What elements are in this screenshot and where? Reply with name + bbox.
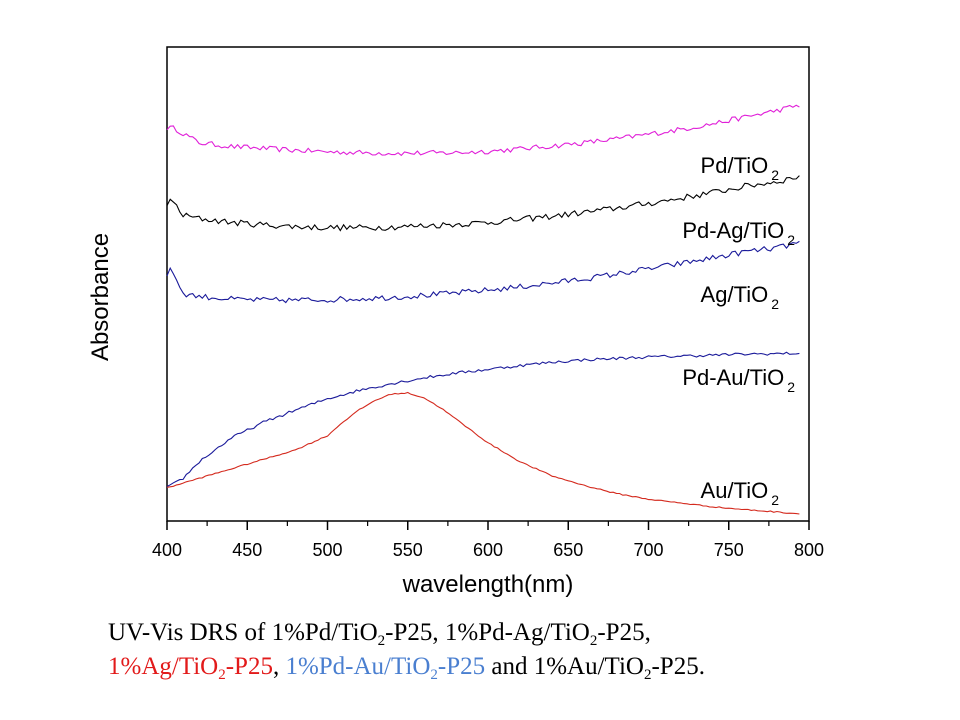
- x-axis-tick-labels: 400 450 500 550 600 650 700 750 800: [152, 540, 824, 560]
- caption-text: -P25.: [651, 653, 705, 680]
- x-tick-label: 550: [393, 540, 423, 560]
- x-tick-label: 750: [714, 540, 744, 560]
- caption-text-ag: 1%Ag/TiO2-P25: [108, 653, 273, 683]
- caption-text: 1%Ag/TiO: [108, 653, 219, 680]
- uv-vis-chart: 400 450 500 550 600 650 700 750 800 Pd/TiO 2 Pd-Ag…: [87, 46, 824, 598]
- caption-subscript: 2: [377, 633, 386, 649]
- caption-text: and 1%Au/TiO: [485, 653, 644, 680]
- caption-text: ,: [272, 653, 286, 680]
- x-tick-label: 450: [232, 540, 262, 560]
- series-label-pd-au-tio2: Pd-Au/TiO 2: [682, 365, 795, 395]
- caption-text: 1%Pd-Au/TiO: [285, 653, 431, 680]
- series-label-au-tio2: Au/TiO 2: [701, 478, 780, 508]
- caption-subscript: 2: [643, 667, 652, 683]
- series-line-pd-au-tio2: [166, 351, 800, 487]
- series-labels: Pd/TiO 2 Pd-Ag/TiO 2 Ag/TiO 2 Pd-Au/TiO 2 Au/TiO…: [682, 153, 795, 508]
- caption-subscript: 2: [430, 667, 438, 683]
- series-line-au-tio2: [166, 391, 800, 515]
- series-label-ag-tio2: Ag/TiO 2: [701, 282, 780, 312]
- caption-subscript: 2: [218, 667, 226, 683]
- caption-line-2: 1%Ag/TiO2-P25, 1%Pd-Au/TiO2-P25 and 1%Au…: [108, 650, 948, 684]
- series-label-pd-ag-tio2: Pd-Ag/TiO 2: [682, 218, 795, 248]
- series-line-pd-ag-tio2: [166, 175, 800, 232]
- x-tick-label: 700: [633, 540, 663, 560]
- x-axis-label: wavelength(nm): [402, 571, 574, 598]
- series-line-pd-tio2: [166, 104, 800, 157]
- series-line-ag-tio2: [166, 240, 800, 304]
- x-tick-label: 800: [794, 540, 824, 560]
- x-tick-label: 400: [152, 540, 182, 560]
- caption-subscript: 2: [589, 633, 598, 649]
- caption-line-1: UV-Vis DRS of 1%Pd/TiO2-P25, 1%Pd-Ag/TiO…: [108, 616, 948, 650]
- caption-text-pd-au: 1%Pd-Au/TiO2-P25: [285, 653, 486, 683]
- figure-caption: UV-Vis DRS of 1%Pd/TiO2-P25, 1%Pd-Ag/TiO…: [108, 616, 948, 684]
- x-axis-ticks: [166, 521, 810, 530]
- caption-text: -P25: [225, 653, 273, 680]
- caption-text: -P25, 1%Pd-Ag/TiO: [385, 619, 590, 646]
- caption-text: UV-Vis DRS of 1%Pd/TiO: [108, 619, 378, 646]
- caption-text: -P25,: [597, 619, 651, 646]
- series-label-pd-tio2: Pd/TiO 2: [701, 153, 780, 183]
- x-tick-label: 650: [553, 540, 583, 560]
- caption-text: -P25: [437, 653, 486, 680]
- series-lines: [166, 104, 800, 515]
- x-tick-label: 600: [473, 540, 503, 560]
- y-axis-label: Absorbance: [87, 233, 114, 361]
- x-tick-label: 500: [312, 540, 342, 560]
